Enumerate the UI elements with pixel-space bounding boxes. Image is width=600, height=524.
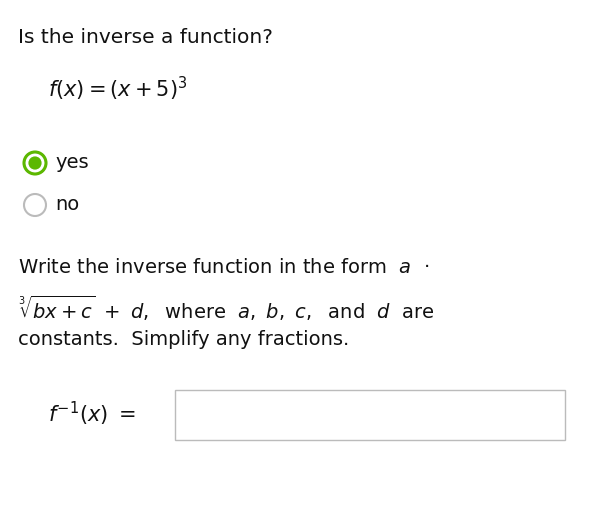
- Text: $\sqrt[3]{bx + c}$$\ +\ d,$  where  $a,\ b,\ c,$  and  $d$  are: $\sqrt[3]{bx + c}$$\ +\ d,$ where $a,\ b…: [18, 294, 434, 323]
- Circle shape: [28, 156, 41, 170]
- Text: Is the inverse a function?: Is the inverse a function?: [18, 28, 273, 47]
- Circle shape: [24, 194, 46, 216]
- Text: Write the inverse function in the form  $a$  ·: Write the inverse function in the form $…: [18, 258, 429, 277]
- Text: $f(x) = (x + 5)^3$: $f(x) = (x + 5)^3$: [48, 75, 187, 103]
- Text: constants.  Simplify any fractions.: constants. Simplify any fractions.: [18, 330, 349, 349]
- Circle shape: [24, 152, 46, 174]
- Text: $f^{-1}(x)\ =$: $f^{-1}(x)\ =$: [48, 400, 136, 428]
- Text: no: no: [55, 195, 79, 214]
- Text: yes: yes: [55, 154, 89, 172]
- FancyBboxPatch shape: [175, 390, 565, 440]
